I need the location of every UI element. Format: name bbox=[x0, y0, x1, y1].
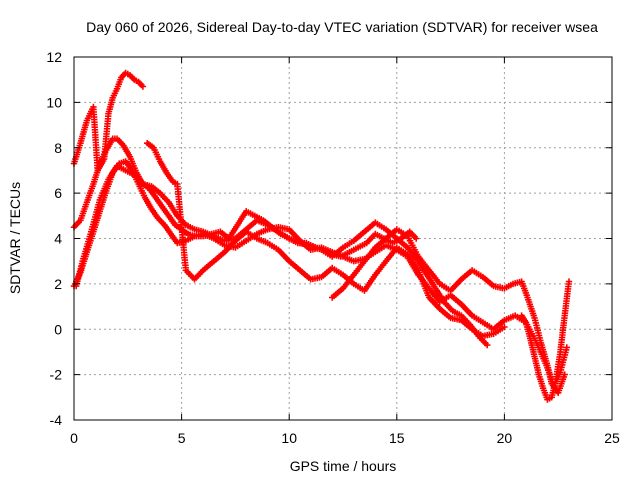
y-tick-label: 8 bbox=[54, 140, 62, 156]
series-track-e bbox=[144, 140, 508, 340]
x-tick-label: 10 bbox=[281, 430, 297, 446]
y-tick-label: 12 bbox=[46, 49, 62, 65]
data-point-marker bbox=[413, 235, 420, 242]
x-tick-label: 15 bbox=[389, 430, 405, 446]
y-tick-label: 10 bbox=[46, 94, 62, 110]
y-tick-label: 4 bbox=[54, 231, 62, 247]
data-point-marker bbox=[501, 323, 508, 331]
data-point-marker bbox=[139, 83, 147, 90]
series-line bbox=[73, 160, 568, 388]
y-tick-label: -2 bbox=[50, 367, 63, 383]
x-tick-label: 20 bbox=[497, 430, 513, 446]
data-point-marker bbox=[561, 371, 568, 378]
series-track-a bbox=[70, 69, 147, 174]
y-axis-label: SDTVAR / TECUs bbox=[7, 182, 23, 294]
x-tick-label: 5 bbox=[178, 430, 186, 446]
y-tick-label: -4 bbox=[50, 412, 63, 428]
grid-layer bbox=[74, 57, 612, 420]
series-track-g bbox=[518, 278, 573, 403]
chart-title: Day 060 of 2026, Sidereal Day-to-day VTE… bbox=[86, 19, 598, 35]
y-tick-label: 0 bbox=[54, 321, 62, 337]
x-tick-label: 25 bbox=[604, 430, 620, 446]
series-layer bbox=[70, 69, 573, 403]
y-tick-label: 2 bbox=[54, 276, 62, 292]
tick-layer: 0 5 10 15 20 25 -4 -2 0 2 4 6 8 10 12 bbox=[46, 49, 620, 446]
y-tick-label: 6 bbox=[54, 185, 62, 201]
data-point-marker bbox=[484, 341, 491, 349]
data-point-marker bbox=[565, 278, 573, 285]
x-axis-label: GPS time / hours bbox=[290, 458, 397, 474]
data-point-marker bbox=[563, 344, 570, 351]
series-track-f bbox=[329, 226, 568, 396]
x-tick-label: 0 bbox=[70, 430, 78, 446]
